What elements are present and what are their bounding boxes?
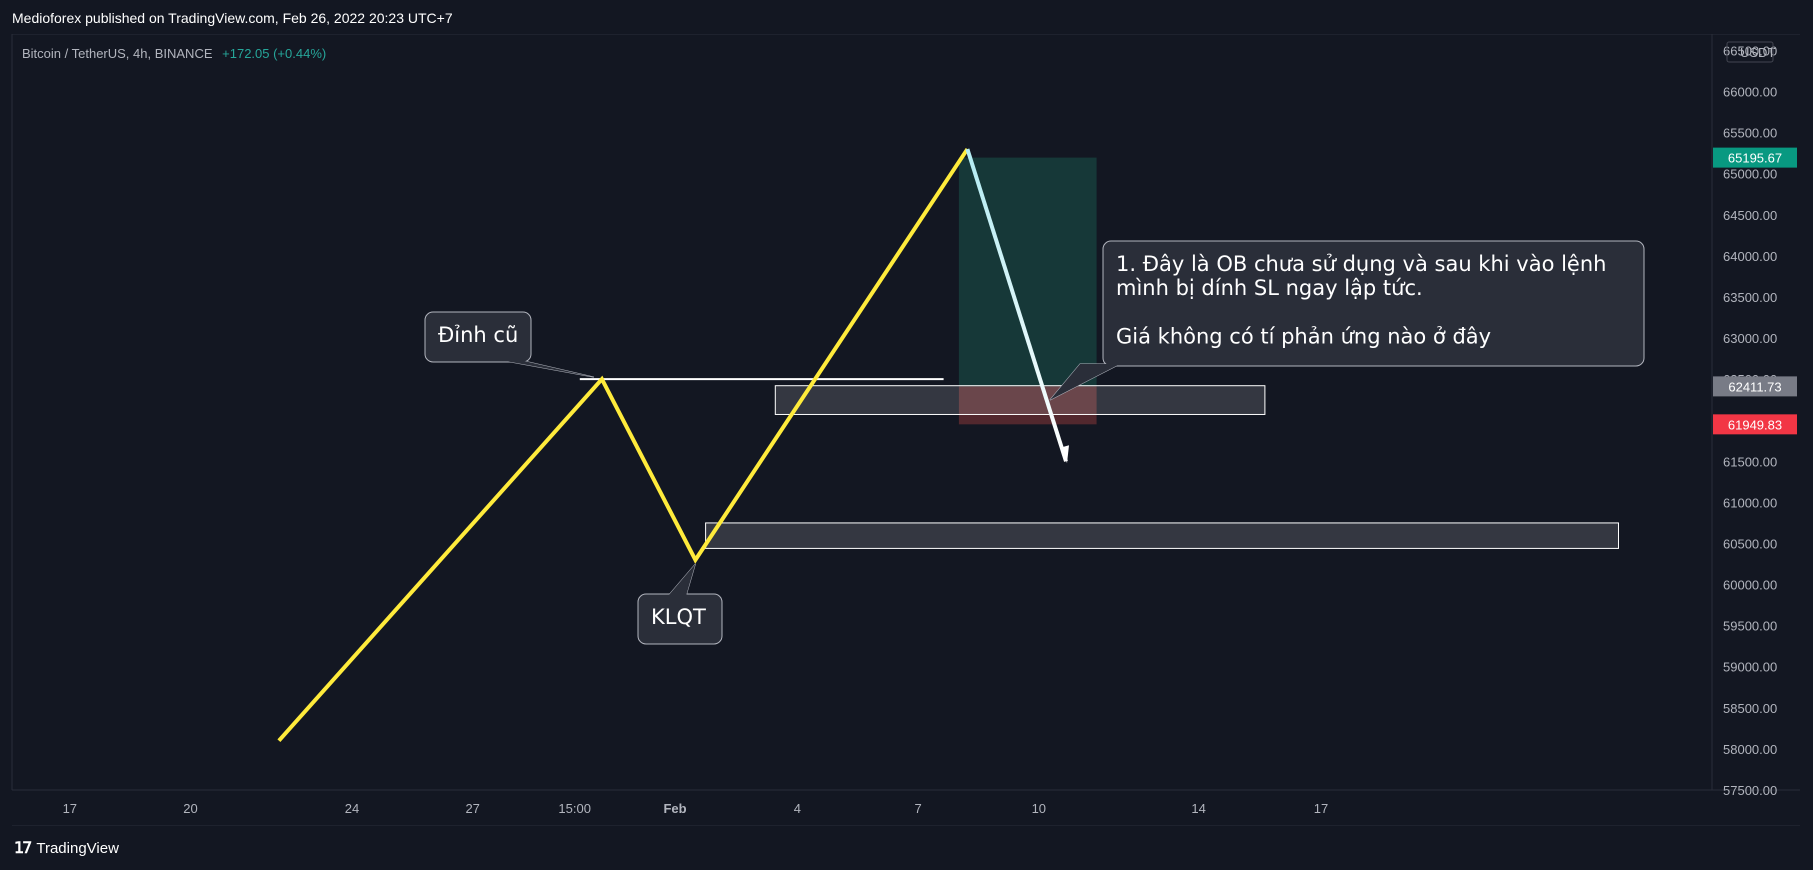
publisher-bar: Medioforex published on TradingView.com,… — [0, 0, 1813, 34]
price-tag-red: 61949.83 — [1713, 414, 1797, 435]
price-axis[interactable]: 66500.00 66000.00 65500.00 65000.00 64500.00… — [1713, 41, 1797, 798]
price-tag-box: 62411.73 — [1713, 376, 1797, 397]
time-tick-label: 27 — [465, 801, 479, 816]
callout-klqt-pointer-fill — [668, 563, 696, 596]
price-tick-label: 60500.00 — [1723, 536, 1777, 551]
price-tick-label: 59500.00 — [1723, 619, 1777, 634]
price-tick-label: 63000.00 — [1723, 331, 1777, 346]
price-tick-label: 59000.00 — [1723, 660, 1777, 675]
price-drop-line — [965, 148, 1068, 462]
order-block-zone-2 — [705, 522, 1619, 549]
price-tick-label: 61000.00 — [1723, 495, 1777, 510]
price-tick-label: 66500.00 — [1723, 43, 1777, 58]
price-tick-label: 64000.00 — [1723, 249, 1777, 264]
callout-dinh-cu-box — [424, 311, 532, 363]
zigzag-line — [277, 147, 970, 743]
callout-ob-note-text: 1. Đây là OB chưa sử dụng và sau khi vào… — [1116, 252, 1606, 276]
callout-dinh-cu: Đỉnh cũ — [424, 311, 595, 378]
time-tick-label: 20 — [183, 801, 197, 816]
callout-ob-note-text: Giá không có tí phản ứng nào ở đây — [1116, 324, 1491, 348]
order-block-zone-1 — [774, 385, 1266, 415]
currency-label-box — [1726, 41, 1774, 63]
time-tick-label: 14 — [1191, 801, 1205, 816]
price-tag-label: 62411.73 — [1728, 379, 1781, 394]
callout-ob-note-text: mình bị dính SL ngay lập tức. — [1116, 276, 1423, 300]
price-tick-label: 61500.00 — [1723, 454, 1777, 469]
price-tag-bg — [1713, 414, 1797, 435]
price-tick-label: 58500.00 — [1723, 701, 1777, 716]
price-tag-last: 65195.67 — [1713, 147, 1797, 168]
callout-klqt: KLQT — [637, 563, 723, 645]
currency-label: USDT — [1740, 45, 1775, 60]
price-tick-label: 63500.00 — [1723, 290, 1777, 305]
price-chart[interactable]: Đỉnh cũ KLQT 1. Đây là OB chưa sử dụng và … — [0, 0, 1813, 826]
price-tick-label: 60000.00 — [1723, 578, 1777, 593]
time-tick-label: 17 — [1314, 801, 1328, 816]
time-tick-label: Feb — [663, 801, 686, 816]
price-tick-label: 66000.00 — [1723, 85, 1777, 100]
price-tag-label: 61949.83 — [1728, 417, 1782, 432]
time-tick-label: 7 — [914, 801, 921, 816]
symbol-legend: Bitcoin / TetherUS, 4h, BINANCE +172.05 … — [22, 46, 326, 61]
price-tick-label: 58000.00 — [1723, 742, 1777, 757]
price-tick-label: 65000.00 — [1723, 167, 1777, 182]
price-tag-label: 65195.67 — [1728, 151, 1782, 166]
price-tick-label: 57500.00 — [1723, 783, 1777, 798]
callout-ob-note: 1. Đây là OB chưa sử dụng và sau khi vào… — [1049, 240, 1645, 401]
time-tick-label: 17 — [63, 801, 77, 816]
time-tick-label: 15:00 — [558, 801, 591, 816]
time-axis[interactable]: 17 20 24 27 15:00 Feb 4 7 10 14 17 — [63, 801, 1329, 816]
callout-klqt-text: KLQT — [651, 605, 706, 629]
price-tag-bg — [1713, 147, 1797, 168]
price-drop-arrow-icon — [1062, 445, 1069, 464]
stop-loss-zone — [958, 386, 1097, 425]
time-tick-label: 10 — [1032, 801, 1046, 816]
callout-dinh-cu-pointer-fill — [500, 360, 594, 378]
price-tag-bg — [1713, 376, 1797, 397]
price-tick-label: 64500.00 — [1723, 208, 1777, 223]
price-change: +172.05 (+0.44%) — [222, 46, 327, 61]
order-block-zones — [705, 157, 1619, 549]
tradingview-logo[interactable]: 𝟣𝟩 TradingView — [14, 838, 119, 858]
price-tick-label: 65500.00 — [1723, 126, 1777, 141]
time-tick-label: 4 — [794, 801, 801, 816]
annotations: Đỉnh cũ KLQT 1. Đây là OB chưa sử dụng và … — [424, 240, 1645, 645]
publisher-text: Medioforex published on TradingView.com,… — [12, 10, 453, 26]
chart-grid — [11, 33, 1800, 826]
time-tick-label: 24 — [345, 801, 359, 816]
footer-bar: 𝟣𝟩 TradingView — [0, 826, 1813, 870]
tradingview-logo-icon: 𝟣𝟩 — [14, 840, 32, 857]
callout-dinh-cu-text: Đỉnh cũ — [438, 323, 518, 347]
tradingview-logo-text: TradingView — [36, 839, 119, 857]
symbol-name[interactable]: Bitcoin / TetherUS, 4h, BINANCE — [22, 46, 213, 61]
price-series — [277, 147, 1069, 743]
callout-ob-note-pointer-fill — [1050, 364, 1120, 400]
callout-ob-note-box — [1102, 240, 1645, 367]
